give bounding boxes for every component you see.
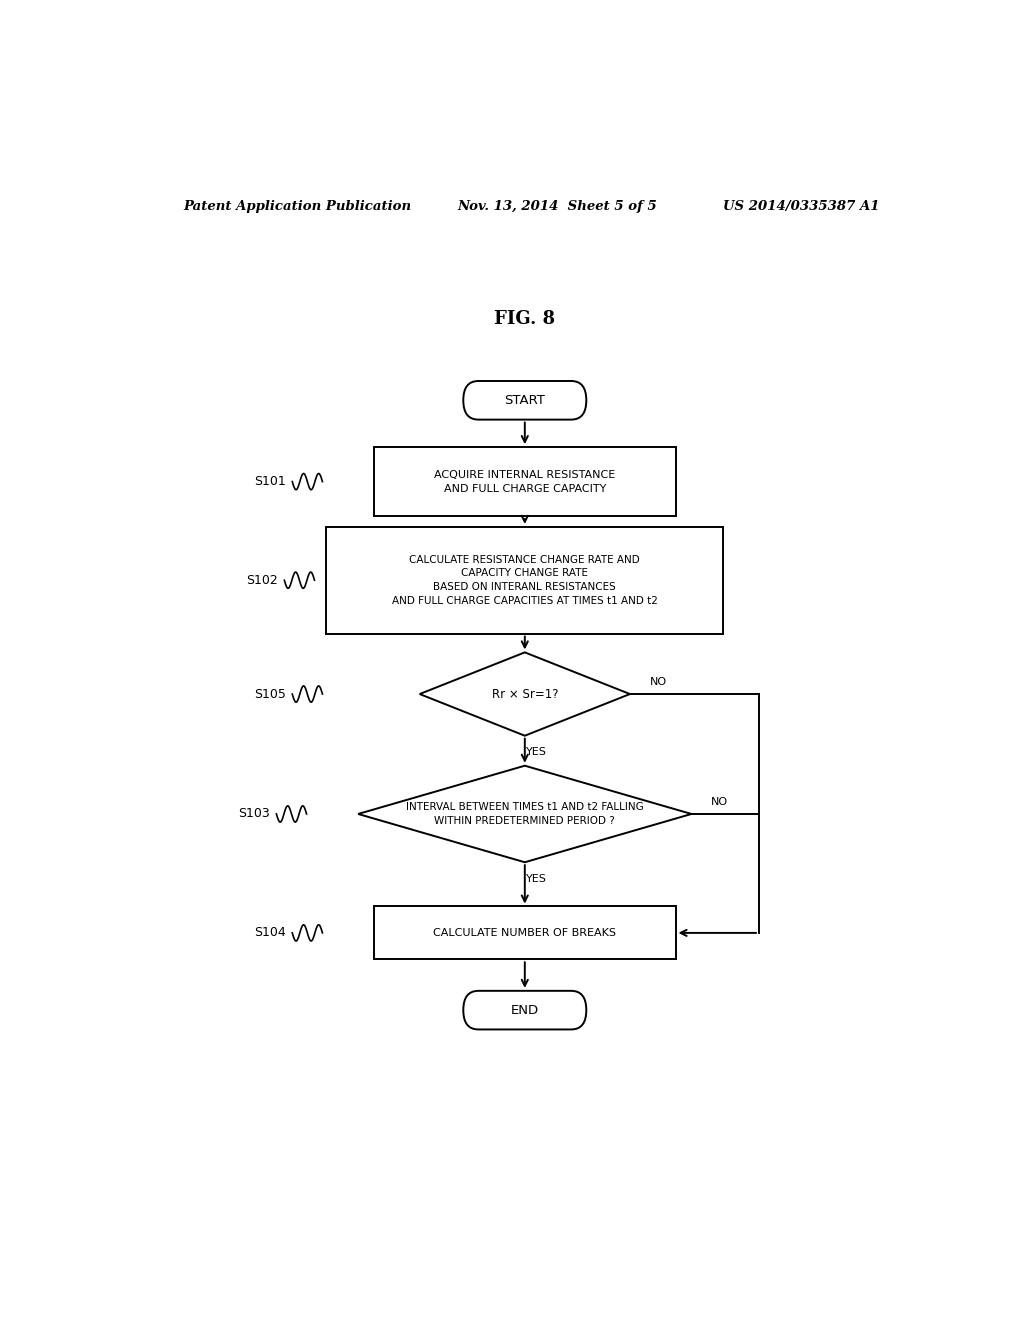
Text: S103: S103	[239, 808, 270, 821]
Text: YES: YES	[526, 874, 547, 883]
Text: Patent Application Publication: Patent Application Publication	[183, 199, 412, 213]
Bar	[374, 907, 676, 960]
Text: S101: S101	[254, 475, 286, 488]
Text: S105: S105	[254, 688, 286, 701]
Polygon shape	[420, 652, 630, 735]
Text: END: END	[511, 1003, 539, 1016]
FancyBboxPatch shape	[463, 991, 587, 1030]
Text: S102: S102	[246, 574, 278, 586]
Text: YES: YES	[526, 747, 547, 756]
Polygon shape	[358, 766, 691, 862]
Text: S104: S104	[254, 927, 286, 940]
Text: INTERVAL BETWEEN TIMES t1 AND t2 FALLING
WITHIN PREDETERMINED PERIOD ?: INTERVAL BETWEEN TIMES t1 AND t2 FALLING…	[406, 803, 644, 826]
Text: NO: NO	[650, 677, 667, 686]
Text: Rr × Sr=1?: Rr × Sr=1?	[492, 688, 558, 701]
Text: NO: NO	[712, 797, 728, 807]
Text: CALCULATE NUMBER OF BREAKS: CALCULATE NUMBER OF BREAKS	[433, 928, 616, 939]
Text: ACQUIRE INTERNAL RESISTANCE
AND FULL CHARGE CAPACITY: ACQUIRE INTERNAL RESISTANCE AND FULL CHA…	[434, 470, 615, 494]
Text: START: START	[505, 393, 545, 407]
Bar	[374, 447, 676, 516]
Text: US 2014/0335387 A1: US 2014/0335387 A1	[723, 199, 880, 213]
Text: FIG. 8: FIG. 8	[495, 310, 555, 327]
Text: Nov. 13, 2014  Sheet 5 of 5: Nov. 13, 2014 Sheet 5 of 5	[458, 199, 657, 213]
FancyBboxPatch shape	[463, 381, 587, 420]
Bar	[327, 527, 723, 634]
Text: CALCULATE RESISTANCE CHANGE RATE AND
CAPACITY CHANGE RATE
BASED ON INTERANL RESI: CALCULATE RESISTANCE CHANGE RATE AND CAP…	[392, 554, 657, 606]
